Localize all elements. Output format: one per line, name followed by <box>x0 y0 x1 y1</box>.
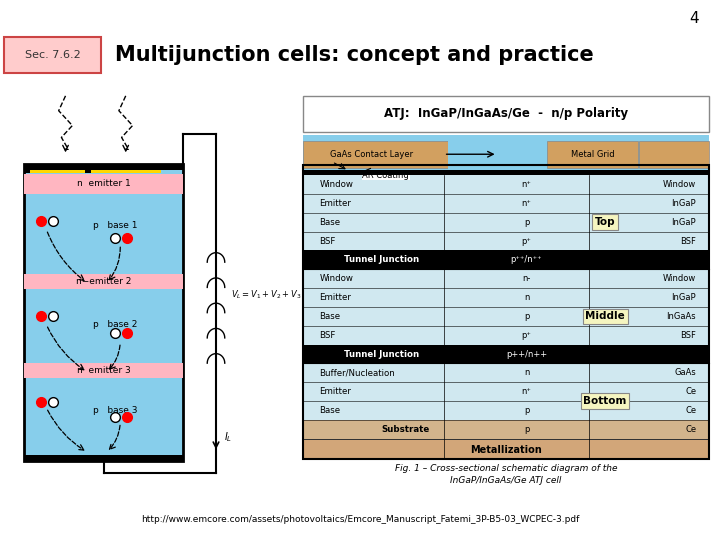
Bar <box>24 363 183 378</box>
Text: n⁺: n⁺ <box>521 199 531 208</box>
Text: n−emitter 2: n−emitter 2 <box>76 277 132 286</box>
Bar <box>303 345 708 363</box>
Text: n  emitter 3: n emitter 3 <box>77 366 131 375</box>
Text: http://www.emcore.com/assets/photovoltaics/Emcore_Manuscript_Fatemi_3P-B5-03_WCP: http://www.emcore.com/assets/photovoltai… <box>141 515 579 524</box>
Text: BSF: BSF <box>320 237 336 246</box>
Text: Window: Window <box>663 180 696 189</box>
Text: Sec. 7.6.2: Sec. 7.6.2 <box>24 50 81 60</box>
Bar <box>303 213 708 232</box>
Text: Tunnel Junction: Tunnel Junction <box>344 349 419 359</box>
Text: n  emitter 1: n emitter 1 <box>77 179 131 188</box>
Text: Ce: Ce <box>685 387 696 396</box>
Text: Multijunction cells: concept and practice: Multijunction cells: concept and practic… <box>115 45 594 65</box>
Text: InGaP: InGaP <box>672 293 696 302</box>
Bar <box>24 164 183 170</box>
Text: p⁺⁺/n⁺⁺: p⁺⁺/n⁺⁺ <box>510 255 542 265</box>
Text: Bottom: Bottom <box>583 396 627 406</box>
Text: InGaP/InGaAs/Ge ATJ cell: InGaP/InGaAs/Ge ATJ cell <box>450 476 562 484</box>
Bar <box>303 440 708 459</box>
Text: Window: Window <box>320 274 354 284</box>
Text: p: p <box>524 425 529 434</box>
Bar <box>448 135 547 171</box>
Text: p: p <box>524 312 529 321</box>
Text: Emitter: Emitter <box>320 199 351 208</box>
Bar <box>303 96 708 132</box>
Text: Base: Base <box>320 312 341 321</box>
Text: AR Coating: AR Coating <box>362 171 409 180</box>
Bar <box>85 164 91 173</box>
Bar <box>303 175 708 194</box>
Text: Tunnel Junction: Tunnel Junction <box>344 255 419 265</box>
Text: Window: Window <box>663 274 696 284</box>
Bar <box>303 194 708 213</box>
Text: n⁺: n⁺ <box>521 387 531 396</box>
Bar <box>547 141 638 168</box>
Text: p   base 3: p base 3 <box>92 406 137 415</box>
Text: Base: Base <box>320 406 341 415</box>
Text: BSF: BSF <box>320 330 336 340</box>
Bar <box>303 326 708 345</box>
Bar <box>303 269 708 288</box>
Bar <box>303 363 708 382</box>
Text: Emitter: Emitter <box>320 387 351 396</box>
Text: Buffer/Nucleation: Buffer/Nucleation <box>320 368 395 377</box>
Text: Ce: Ce <box>685 425 696 434</box>
Text: Base: Base <box>320 218 341 227</box>
Text: n: n <box>524 293 529 302</box>
Text: Substrate: Substrate <box>382 425 430 434</box>
Text: Fig. 1 – Cross-sectional schematic diagram of the: Fig. 1 – Cross-sectional schematic diagr… <box>395 464 617 472</box>
Text: Top: Top <box>595 217 616 227</box>
Bar <box>30 170 161 173</box>
Text: InGaP: InGaP <box>672 218 696 227</box>
Bar <box>303 382 708 401</box>
Text: ATJ:  InGaP/InGaAs/Ge  -  n/p Polarity: ATJ: InGaP/InGaAs/Ge - n/p Polarity <box>384 107 628 120</box>
Text: p⁺: p⁺ <box>521 237 531 246</box>
Text: BSF: BSF <box>680 237 696 246</box>
Text: 4: 4 <box>689 11 698 26</box>
Bar <box>24 455 183 461</box>
Bar <box>303 135 708 171</box>
Text: InGaP: InGaP <box>672 199 696 208</box>
Text: GaAs: GaAs <box>675 368 696 377</box>
Text: p++/n++: p++/n++ <box>506 349 547 359</box>
Text: p   base 1: p base 1 <box>92 220 137 230</box>
Text: Emitter: Emitter <box>320 293 351 302</box>
Text: GaAs Contact Layer: GaAs Contact Layer <box>330 150 413 159</box>
Text: n⁺: n⁺ <box>521 180 531 189</box>
Text: p: p <box>524 406 529 415</box>
Bar <box>303 232 708 251</box>
Bar <box>303 420 708 439</box>
Text: $V_L = V_1 + V_2 + V_3$: $V_L = V_1 + V_2 + V_3$ <box>231 288 302 301</box>
Bar <box>24 274 183 289</box>
Text: Ce: Ce <box>685 406 696 415</box>
Text: Metal Grid: Metal Grid <box>571 150 615 159</box>
Text: BSF: BSF <box>680 330 696 340</box>
Text: p⁺: p⁺ <box>521 330 531 340</box>
Bar <box>24 164 30 173</box>
Bar <box>24 174 183 194</box>
Text: n-: n- <box>522 274 531 284</box>
Bar <box>303 141 448 168</box>
Bar <box>303 401 708 420</box>
Bar <box>24 164 183 461</box>
Bar <box>303 307 708 326</box>
Text: p: p <box>524 218 529 227</box>
FancyBboxPatch shape <box>4 37 101 73</box>
Text: Middle: Middle <box>585 312 625 321</box>
Bar <box>639 141 708 168</box>
Bar <box>303 165 708 459</box>
Text: InGaAs: InGaAs <box>667 312 696 321</box>
Text: Metallization: Metallization <box>470 444 541 455</box>
Text: p   base 2: p base 2 <box>93 320 137 329</box>
Bar <box>303 288 708 307</box>
Text: $I_L$: $I_L$ <box>224 430 233 444</box>
Bar <box>303 251 708 269</box>
Text: Window: Window <box>320 180 354 189</box>
Text: n: n <box>524 368 529 377</box>
Bar <box>303 170 708 175</box>
